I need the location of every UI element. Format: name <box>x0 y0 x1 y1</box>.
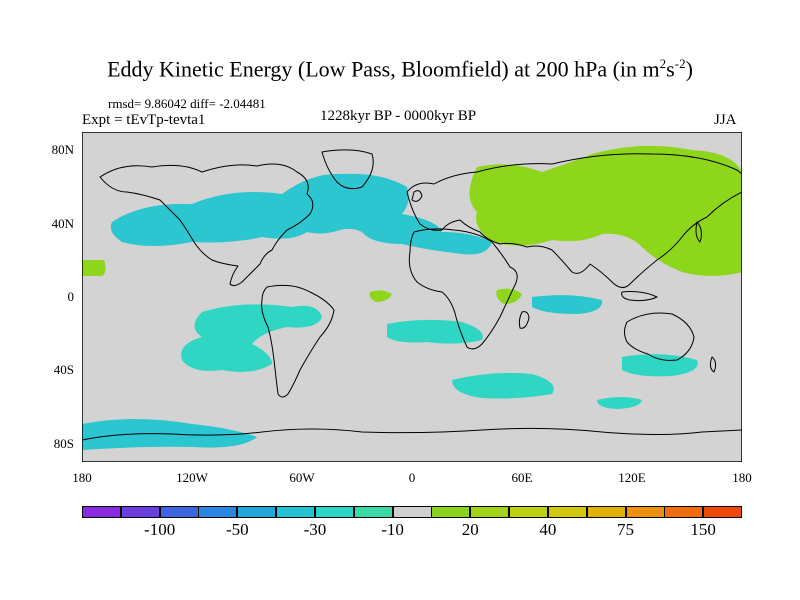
colorbar-swatch <box>198 506 238 518</box>
lon-tick-label: 0 <box>408 470 416 485</box>
south-america-coast <box>261 284 335 398</box>
north-america-coast <box>99 163 314 287</box>
south-pacific-band <box>181 304 322 372</box>
colorbar-label: 150 <box>690 520 716 539</box>
atlantic-small-blob <box>369 290 392 302</box>
lon-tick-label: 180 <box>732 470 752 485</box>
lat-tick-label: 40N <box>51 215 74 231</box>
colorbar-swatch <box>353 506 393 518</box>
lon-tick-label: 180 <box>72 470 92 485</box>
antarctic-band <box>82 419 257 450</box>
season-label: JJA <box>714 112 737 128</box>
period-label: 1228kyr BP - 0000kyr BP <box>320 108 477 124</box>
colorbar-swatch <box>120 506 160 518</box>
eurasia-coast <box>406 153 742 288</box>
uk-coast <box>411 190 423 202</box>
colorbar-swatch <box>547 506 587 518</box>
madagascar-coast <box>518 311 530 329</box>
colorbar-label: -100 <box>144 520 176 539</box>
negative-anomaly-regions <box>82 173 698 450</box>
coastlines <box>82 149 742 441</box>
colorbar-swatch <box>703 506 743 518</box>
south-indian-blob <box>532 295 603 314</box>
lat-tick-label: 80S <box>53 435 74 451</box>
siberia-blob <box>581 162 622 184</box>
colorbar-label: -30 <box>303 520 327 539</box>
lon-tick-label: 120W <box>176 470 208 485</box>
south-ocean-band <box>452 372 554 399</box>
lat-tick-label: 40S <box>53 362 74 378</box>
colorbar-swatch <box>237 506 277 518</box>
colorbar-swatch <box>509 506 549 518</box>
lat-tick-label: 80N <box>51 142 74 158</box>
colorbar-swatch <box>159 506 199 518</box>
colorbar-label: -50 <box>225 520 249 539</box>
south-indian-small <box>597 397 642 409</box>
colorbar-swatch <box>470 506 510 518</box>
colorbar-label: 40 <box>539 520 557 539</box>
colorbar-label: -10 <box>381 520 404 539</box>
australia-coast <box>624 312 695 361</box>
north-pacific-atlantic-band <box>110 173 492 255</box>
experiment-label: Expt = tEvTp-tevta1 <box>82 112 206 128</box>
positive-anomaly-regions <box>82 145 742 304</box>
greenland-coast <box>321 149 374 190</box>
colorbar-swatch <box>431 506 471 518</box>
africa-coast <box>408 228 518 350</box>
colorbar-swatch <box>625 506 665 518</box>
colorbar-swatch <box>82 506 121 518</box>
new-zealand-coast <box>709 356 717 373</box>
colorbar-label: 20 <box>461 520 479 539</box>
indonesia-coast <box>621 291 658 302</box>
colorbar-swatch <box>276 506 316 518</box>
colorbar-swatch <box>586 506 626 518</box>
lat-tick-label: 0 <box>67 289 75 304</box>
colorbar-swatch <box>314 506 354 518</box>
europe-asia-band <box>469 145 742 276</box>
lon-tick-label: 120E <box>618 470 646 485</box>
japan-coast <box>695 221 702 243</box>
colorbar-label: 75 <box>617 520 635 539</box>
colorbar-swatch <box>664 506 704 518</box>
world-map <box>82 132 742 462</box>
lon-tick-label: 60W <box>289 470 315 485</box>
dateline-west-blob <box>82 260 106 276</box>
australia-south-blob <box>622 354 698 377</box>
lon-tick-label: 60E <box>511 470 533 485</box>
antarctica-coast <box>82 427 742 441</box>
plot-title: Eddy Kinetic Energy (Low Pass, Bloomfiel… <box>107 56 693 82</box>
colorbar-swatch <box>392 506 432 518</box>
stats-text: rmsd= 9.86042 diff= -2.04481 <box>108 96 266 111</box>
